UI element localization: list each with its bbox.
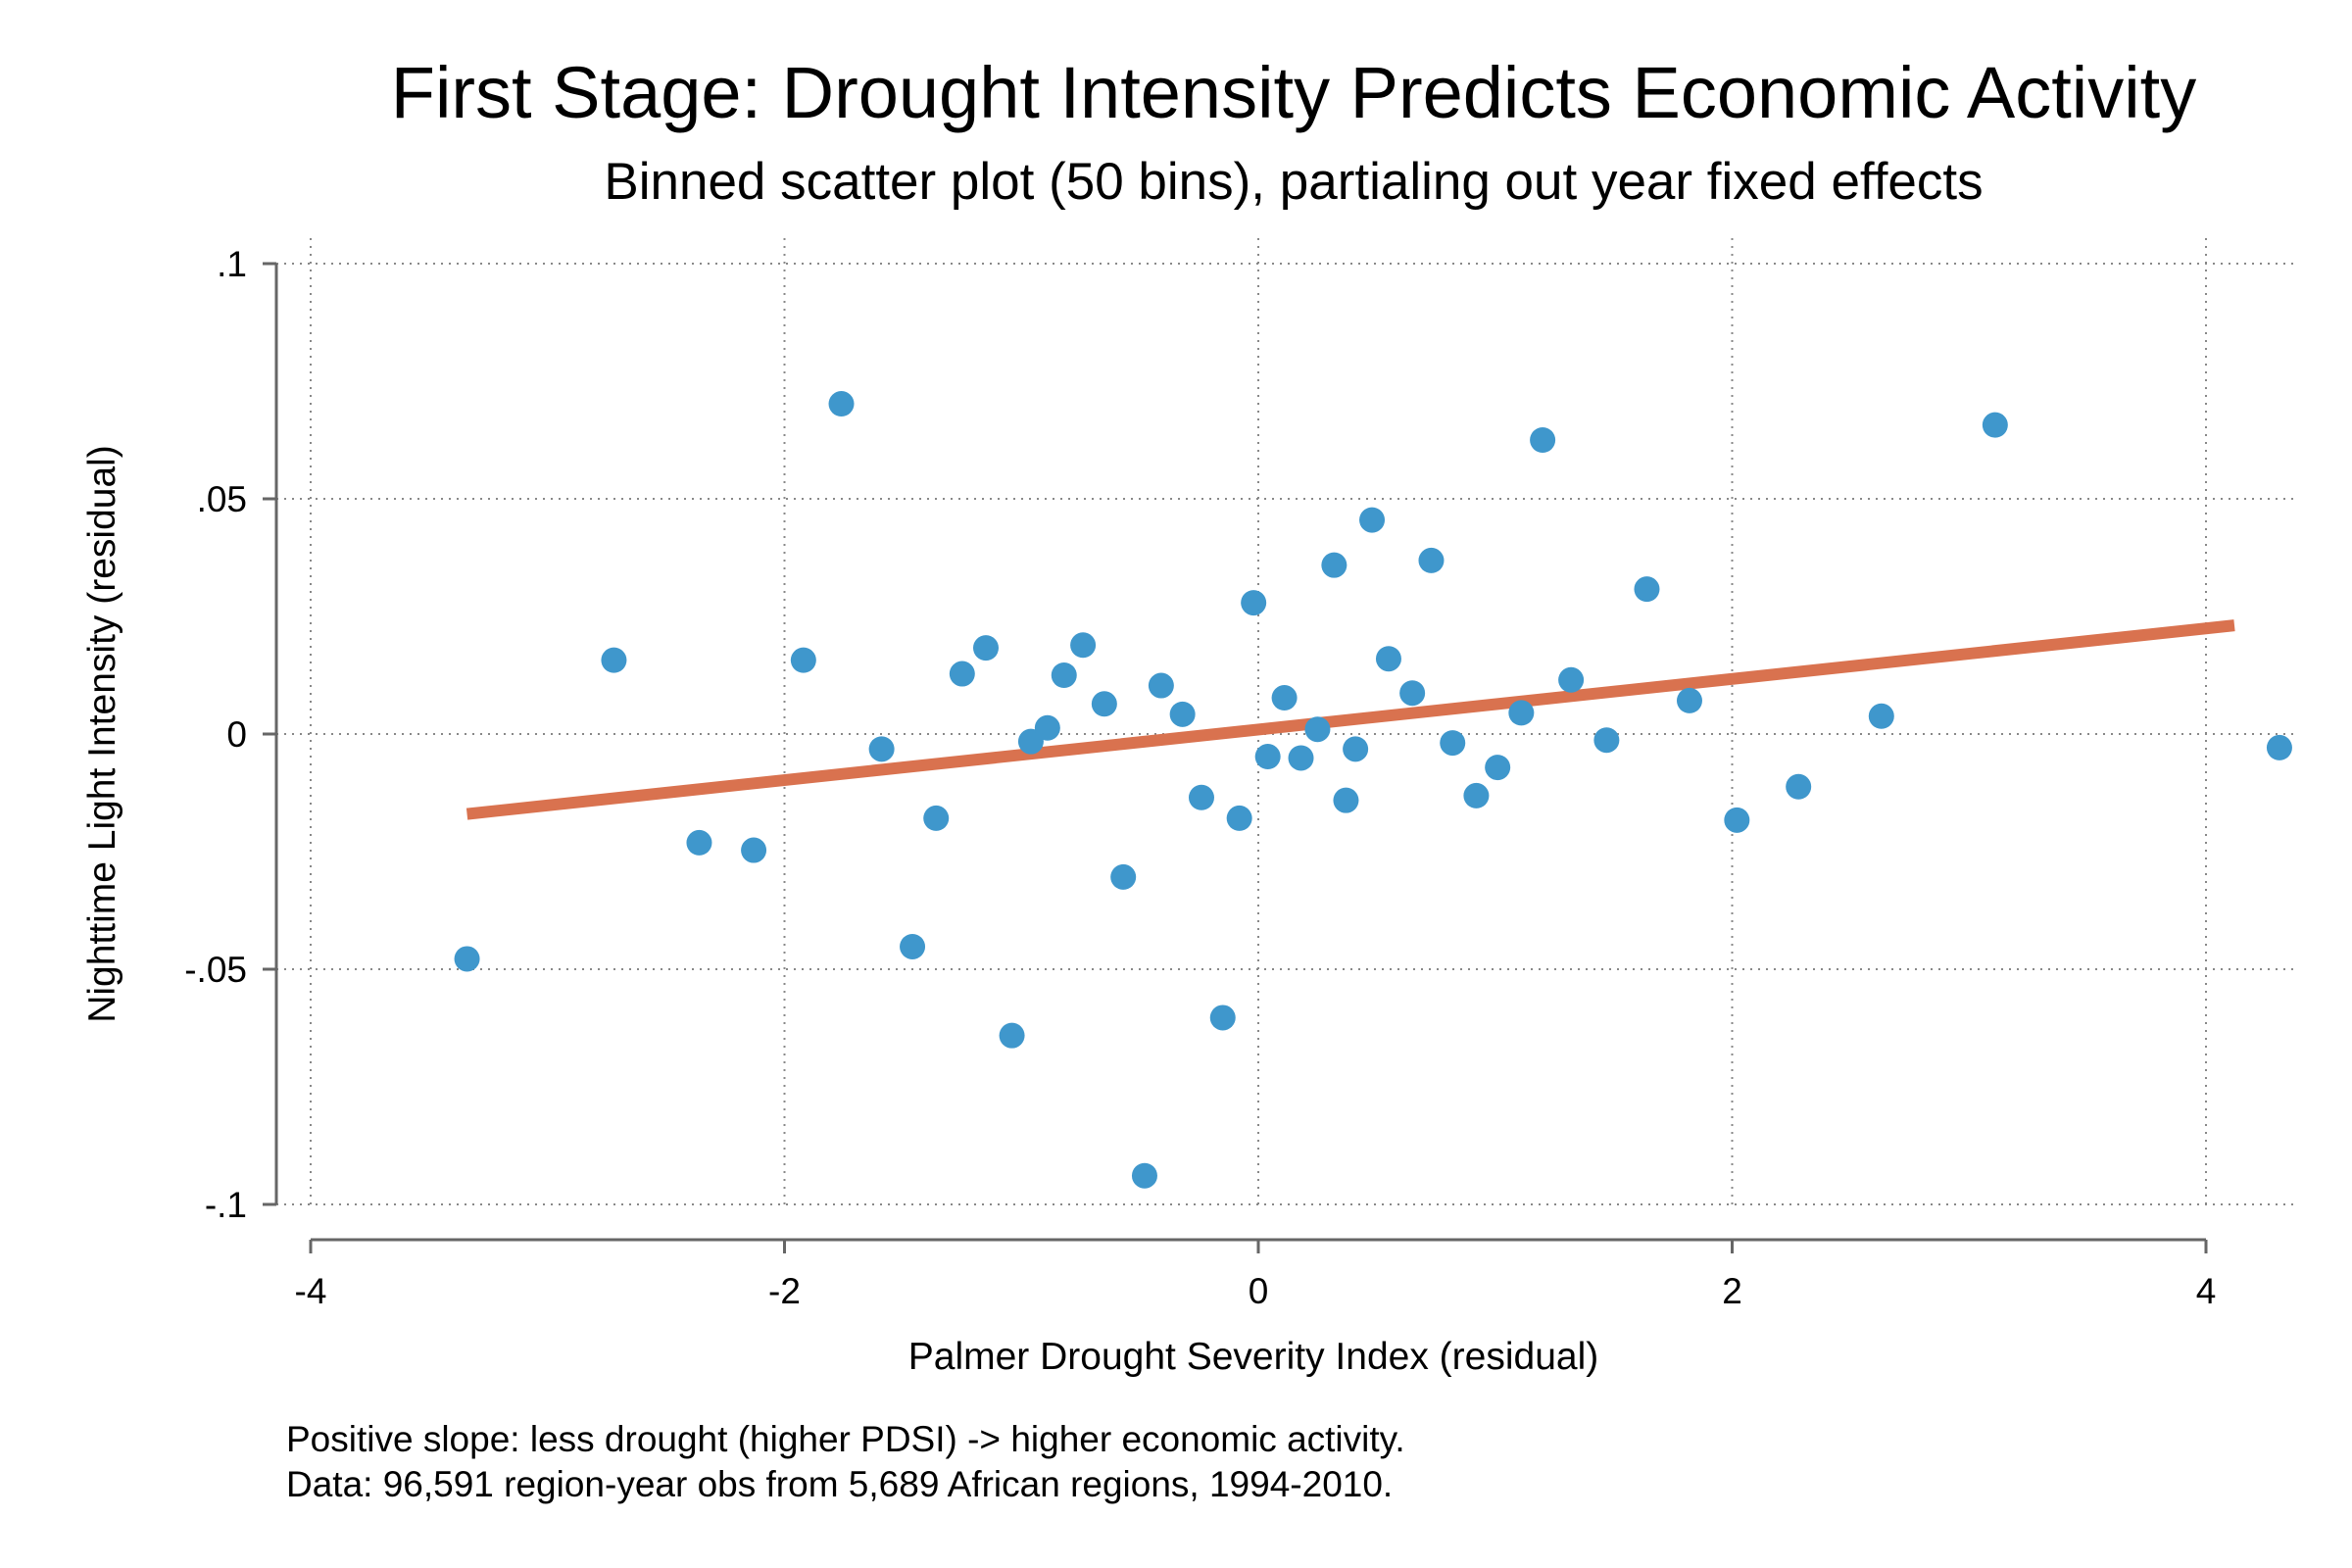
data-point <box>972 635 999 662</box>
data-point <box>1593 727 1620 754</box>
data-point <box>949 661 975 687</box>
x-tick-label: 0 <box>1249 1271 1269 1311</box>
data-point <box>1131 1162 1157 1189</box>
data-point <box>1188 784 1214 810</box>
gridlines <box>276 238 2299 1206</box>
data-point <box>1868 703 1894 729</box>
data-point <box>1333 787 1359 813</box>
data-point <box>1375 646 1401 672</box>
data-point <box>1304 716 1331 743</box>
data-point <box>868 736 895 762</box>
data-point <box>790 647 816 673</box>
data-point <box>601 647 627 673</box>
chart-title: First Stage: Drought Intensity Predicts … <box>391 52 2196 133</box>
note-line-1: Positive slope: less drought (higher PDS… <box>286 1419 1405 1459</box>
data-point <box>1485 755 1511 781</box>
data-point <box>1463 782 1490 808</box>
data-point <box>1288 745 1314 771</box>
data-point <box>1321 552 1348 578</box>
note-line-2: Data: 96,591 region-year obs from 5,689 … <box>286 1464 1393 1504</box>
data-point <box>1786 773 1812 800</box>
data-point <box>1343 736 1369 762</box>
data-point <box>2266 734 2292 760</box>
data-point <box>1676 687 1702 713</box>
y-tick-label: -.05 <box>184 950 247 990</box>
points-group <box>454 391 2292 1189</box>
data-point <box>999 1022 1025 1049</box>
y-tick-label: .1 <box>217 244 247 284</box>
fit-line-group <box>466 619 2235 820</box>
x-tick-label: 4 <box>2196 1271 2217 1311</box>
data-point <box>1271 685 1298 711</box>
y-tick-label: 0 <box>226 714 247 755</box>
x-axis-label: Palmer Drought Severity Index (residual) <box>908 1336 1598 1378</box>
data-point <box>1982 412 2008 438</box>
data-point <box>1724 807 1750 833</box>
x-tick-label: -2 <box>768 1271 801 1311</box>
data-point <box>454 946 480 972</box>
data-point <box>1241 590 1267 616</box>
fit-line <box>466 619 2235 820</box>
chart-subtitle: Binned scatter plot (50 bins), partialin… <box>604 153 1983 211</box>
data-point <box>1226 805 1252 831</box>
data-point <box>900 933 926 959</box>
data-point <box>1148 672 1174 699</box>
x-tick-label: -4 <box>295 1271 327 1311</box>
data-point <box>1399 680 1426 707</box>
data-point <box>1070 632 1097 659</box>
data-point <box>1169 701 1196 727</box>
data-point <box>1110 863 1137 890</box>
data-point <box>1209 1004 1236 1031</box>
y-axis-label: Nighttime Light Intensity (residual) <box>81 445 123 1023</box>
data-point <box>1254 744 1281 770</box>
y-tick-label: .05 <box>197 479 247 519</box>
y-tick-label: -.1 <box>205 1185 247 1225</box>
data-point <box>1530 427 1556 453</box>
data-point <box>1034 714 1060 741</box>
data-point <box>1558 666 1585 693</box>
data-point <box>1508 700 1535 726</box>
data-point <box>923 805 950 831</box>
data-point <box>686 829 712 856</box>
data-point <box>1359 507 1386 533</box>
data-point <box>1418 547 1445 573</box>
data-point <box>1440 730 1466 757</box>
data-point <box>741 837 767 863</box>
axes: .1 .05 0 -.05 -.1 -4 -2 0 2 4 <box>184 244 2216 1311</box>
data-point <box>1051 662 1077 688</box>
x-tick-label: 2 <box>1722 1271 1742 1311</box>
data-point <box>1091 691 1117 717</box>
data-point <box>1634 576 1660 603</box>
data-point <box>828 391 855 417</box>
